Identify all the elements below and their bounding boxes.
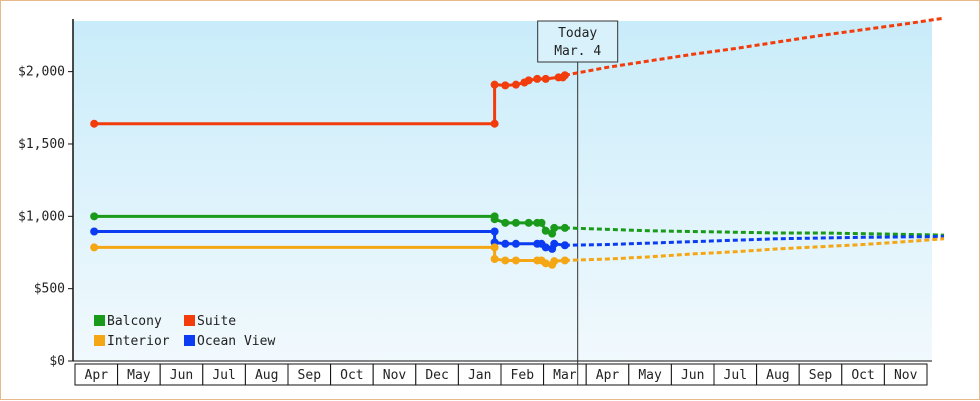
- legend-swatch: [184, 315, 195, 326]
- x-tick-label: Apr: [85, 368, 109, 383]
- series-ocean-view: [90, 227, 945, 253]
- data-point: [501, 239, 510, 248]
- data-point: [550, 239, 559, 248]
- data-point: [550, 257, 559, 266]
- legend-swatch: [94, 315, 105, 326]
- x-tick-label: Aug: [766, 368, 789, 383]
- legend-label: Interior: [107, 334, 170, 349]
- y-tick-label: $500: [34, 282, 65, 297]
- data-point: [524, 218, 533, 227]
- x-tick-label: May: [638, 368, 662, 383]
- series-interior: [90, 237, 945, 269]
- data-point: [501, 256, 510, 265]
- x-tick-label: Oct: [851, 368, 874, 383]
- data-point: [537, 218, 546, 227]
- x-tick-label: Sep: [809, 368, 833, 383]
- data-point: [490, 215, 499, 224]
- y-tick-label: $0: [49, 354, 65, 369]
- data-point: [511, 239, 520, 248]
- series-balcony: [90, 212, 945, 238]
- data-point: [490, 80, 499, 89]
- data-point: [511, 218, 520, 227]
- data-point: [501, 81, 510, 90]
- x-tick-box: [883, 363, 928, 386]
- data-point: [90, 227, 99, 236]
- data-point: [511, 256, 520, 265]
- data-point: [541, 243, 550, 252]
- data-point: [560, 71, 569, 80]
- data-point: [501, 218, 510, 227]
- data-point: [560, 223, 569, 232]
- y-tick-label: $1,500: [18, 137, 65, 152]
- x-tick-label: May: [127, 368, 151, 383]
- data-point: [490, 227, 499, 236]
- data-point: [490, 119, 499, 128]
- plot-background: [73, 21, 932, 361]
- data-point: [541, 259, 550, 268]
- x-tick-label: Nov: [894, 368, 918, 383]
- today-date: Mar. 4: [554, 44, 601, 59]
- legend-swatch: [94, 335, 105, 346]
- data-point: [490, 243, 499, 252]
- y-tick-label: $2,000: [18, 65, 65, 80]
- x-tick-label: Sep: [298, 368, 322, 383]
- series-suite: [90, 16, 945, 128]
- x-tick-label: Feb: [511, 368, 535, 383]
- x-tick-label: Jan: [468, 368, 491, 383]
- data-point: [550, 223, 559, 232]
- data-point: [533, 74, 542, 83]
- x-tick-label: Apr: [596, 368, 620, 383]
- x-tick-label: Oct: [340, 368, 363, 383]
- x-tick-label: Nov: [383, 368, 407, 383]
- y-tick-label: $1,000: [18, 209, 65, 224]
- data-point: [511, 80, 520, 89]
- data-point: [541, 74, 550, 83]
- data-point: [560, 256, 569, 265]
- data-point: [490, 255, 499, 263]
- data-point: [524, 76, 533, 85]
- data-point: [90, 212, 99, 221]
- x-tick-label: Mar: [553, 368, 577, 383]
- data-point: [90, 119, 99, 128]
- x-tick-label: Jul: [724, 368, 747, 383]
- data-point: [90, 243, 99, 252]
- legend-label: Balcony: [107, 314, 162, 329]
- forecast-line: [564, 16, 945, 77]
- today-label: Today: [558, 26, 597, 41]
- x-tick-label: Jun: [681, 368, 704, 383]
- x-tick-label: Dec: [425, 368, 448, 383]
- today-box: [537, 20, 619, 63]
- legend-label: Ocean View: [197, 334, 275, 349]
- data-point: [560, 241, 569, 250]
- x-tick-label: Aug: [255, 368, 278, 383]
- x-tick-label: Jul: [212, 368, 235, 383]
- x-tick-label: Jun: [170, 368, 193, 383]
- data-point: [541, 226, 550, 235]
- legend-label: Suite: [197, 314, 236, 329]
- legend-swatch: [184, 335, 195, 346]
